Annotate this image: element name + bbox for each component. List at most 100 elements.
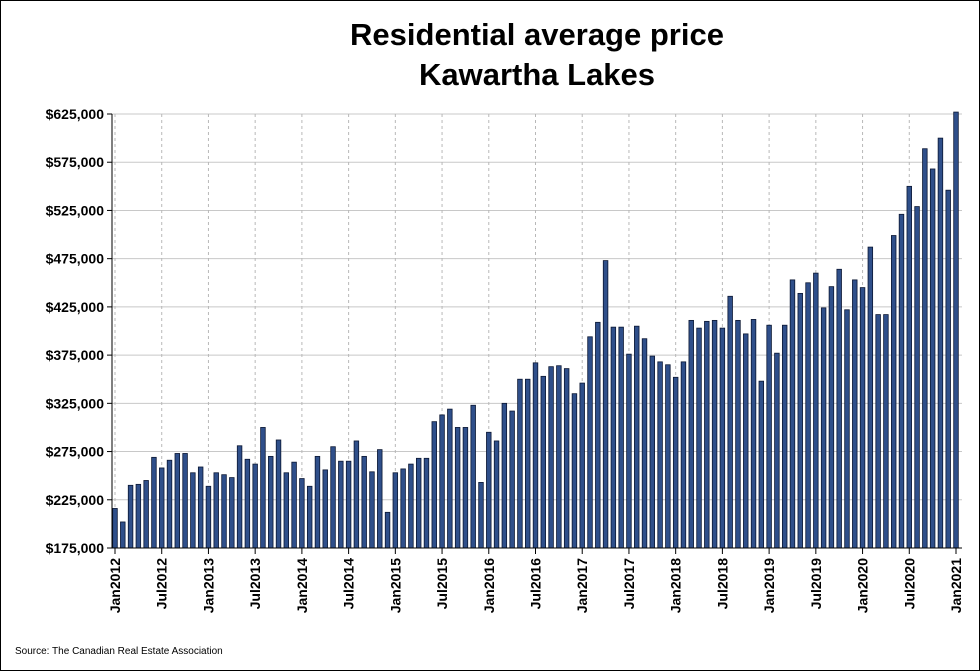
x-tick-label: Jul2016	[528, 558, 544, 610]
y-tick-label: $425,000	[46, 299, 105, 315]
bar	[462, 427, 469, 549]
bar	[922, 148, 928, 549]
x-tick-label: Jul2018	[714, 558, 730, 610]
bar	[159, 467, 165, 549]
bar	[213, 472, 219, 549]
bar	[556, 365, 562, 549]
bar	[525, 378, 531, 549]
bar	[400, 468, 406, 549]
chart-title: Residential average price Kawartha Lakes	[1, 15, 980, 95]
bar	[945, 189, 951, 549]
bar	[120, 521, 126, 549]
bar	[595, 321, 601, 549]
chart-subtitle-line: Kawartha Lakes	[418, 57, 656, 92]
bar	[509, 410, 515, 549]
bar	[408, 463, 414, 549]
bar	[127, 484, 134, 549]
bar	[805, 282, 811, 549]
bar	[579, 382, 585, 549]
bar	[906, 185, 912, 549]
bar	[166, 459, 173, 549]
y-tick-label: $375,000	[46, 347, 105, 363]
bar	[447, 408, 453, 549]
x-tick-label: Jul2013	[247, 558, 263, 610]
x-tick-label: Jan2019	[761, 558, 777, 613]
bar	[236, 445, 243, 549]
bar	[540, 375, 546, 549]
bar	[852, 279, 858, 549]
bar	[587, 336, 593, 549]
bar	[431, 421, 437, 549]
x-tick-label: Jul2019	[808, 558, 824, 610]
bar	[252, 463, 258, 549]
bar	[244, 458, 251, 549]
bar	[314, 455, 321, 549]
bar	[711, 319, 718, 549]
bar	[704, 320, 710, 549]
bar	[937, 137, 944, 549]
bar	[727, 295, 733, 549]
bar	[415, 457, 422, 549]
bar	[883, 314, 889, 549]
bar	[338, 460, 344, 549]
x-tick-label: Jul2017	[621, 558, 637, 610]
bar	[797, 292, 803, 549]
chart-title-line: Residential average price	[350, 17, 724, 52]
x-tick-label: Jan2021	[948, 558, 964, 613]
bar	[353, 440, 360, 549]
bar	[299, 478, 305, 549]
bar	[789, 279, 796, 549]
bar	[143, 480, 149, 549]
bar	[781, 324, 788, 549]
bar	[205, 485, 212, 549]
bar	[423, 457, 430, 549]
bar	[493, 440, 500, 549]
bar	[345, 460, 352, 549]
x-tick-label: Jan2020	[855, 558, 871, 613]
bar	[268, 455, 274, 549]
bar	[875, 314, 881, 549]
bar	[867, 246, 874, 549]
bar	[501, 402, 508, 549]
bar	[283, 472, 290, 549]
bar	[260, 427, 266, 549]
bar	[454, 427, 461, 549]
bar	[182, 453, 188, 549]
y-tick-label: $175,000	[46, 540, 105, 556]
y-tick-label: $625,000	[46, 106, 105, 122]
bar	[369, 471, 375, 549]
bar	[610, 326, 617, 549]
bar	[758, 380, 765, 549]
bar	[602, 260, 609, 549]
bar	[665, 364, 671, 549]
bar	[828, 286, 835, 549]
bar	[696, 327, 702, 549]
bar	[275, 439, 282, 549]
bar	[361, 455, 367, 549]
bar	[953, 111, 959, 549]
bar	[486, 431, 492, 549]
bar	[532, 362, 539, 549]
bar	[820, 307, 827, 549]
bar	[898, 213, 905, 549]
bar	[190, 472, 196, 549]
bar	[392, 472, 399, 549]
bar	[384, 511, 391, 549]
bar	[229, 477, 235, 549]
bar	[571, 393, 578, 549]
bar	[291, 461, 297, 549]
y-tick-label: $275,000	[46, 444, 105, 460]
bar	[634, 325, 640, 549]
bar	[859, 287, 866, 549]
bar	[914, 206, 920, 549]
bar	[151, 456, 157, 549]
bar	[548, 366, 554, 549]
bar	[470, 404, 476, 549]
bar	[330, 446, 336, 549]
bar	[174, 453, 180, 549]
bar	[641, 338, 648, 549]
x-tick-label: Jan2018	[668, 558, 684, 613]
bar	[719, 327, 726, 549]
x-tick-label: Jul2015	[434, 558, 450, 610]
